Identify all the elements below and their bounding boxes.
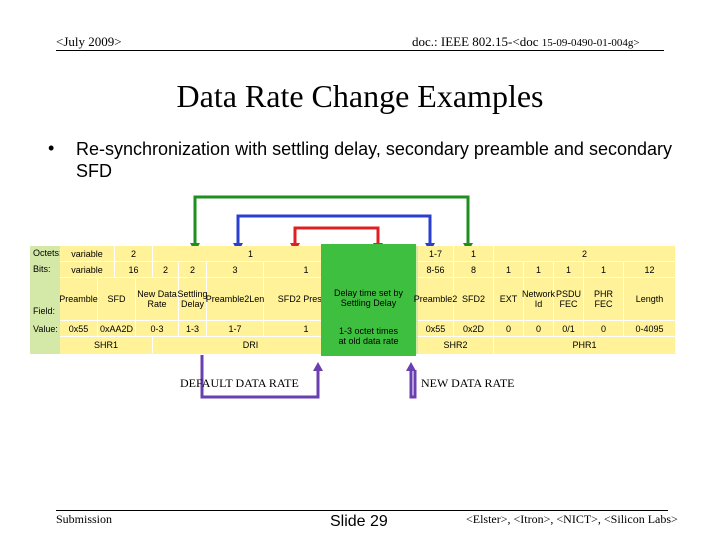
row-label-value: Value: bbox=[33, 324, 58, 334]
bits-cell: 8-56 bbox=[418, 262, 454, 277]
left-field-block: variable 2 1 variable 16 2 2 3 1 Preambl… bbox=[59, 246, 349, 354]
arrow-purple-left bbox=[313, 362, 323, 371]
value-cell: 0 bbox=[494, 321, 524, 336]
value-cell: 0-3 bbox=[136, 321, 179, 336]
value-cell: 0x55 bbox=[418, 321, 454, 336]
settling-delay-block: Delay time set by Settling Delay 1-3 oct… bbox=[321, 244, 416, 356]
group-cell-phr1: PHR1 bbox=[494, 337, 676, 353]
bits-cell: 2 bbox=[179, 262, 207, 277]
header-doc-prefix: doc.: IEEE 802.15-<doc bbox=[412, 34, 542, 49]
bits-cell: 3 bbox=[207, 262, 264, 277]
field-cell: PHR FEC bbox=[584, 278, 624, 320]
header-doc-number: 15-09-0490-01-004g> bbox=[541, 37, 640, 49]
header-doc-id: doc.: IEEE 802.15-<doc 15-09-0490-01-004… bbox=[412, 34, 640, 50]
field-cell: SFD2 bbox=[454, 278, 494, 320]
value-cell: 0x2D bbox=[454, 321, 494, 336]
bits-cell: 1 bbox=[554, 262, 584, 277]
value-cell: 0 bbox=[584, 321, 624, 336]
bullet-text: Re-synchronization with settling delay, … bbox=[76, 139, 672, 181]
bits-cell: 1 bbox=[524, 262, 554, 277]
value-cell: 1-3 bbox=[179, 321, 207, 336]
bits-cell: 1 bbox=[584, 262, 624, 277]
octets-cell: 1 bbox=[153, 246, 349, 261]
field-cell: New Data Rate bbox=[136, 278, 179, 320]
group-cell-shr1: SHR1 bbox=[60, 337, 153, 353]
group-cell-dri: DRI bbox=[153, 337, 349, 353]
value-cell: 0/1 bbox=[554, 321, 584, 336]
purple-bracket-left bbox=[200, 355, 320, 399]
value-cell: 0-4095 bbox=[624, 321, 676, 336]
row-label-field: Field: bbox=[33, 306, 56, 316]
header-date: <July 2009> bbox=[56, 34, 122, 49]
field-cell: Settling Delay bbox=[177, 278, 208, 320]
right-field-block: 1-7 1 2 8-56 8 1 1 1 1 12 Preamble2 SFD2… bbox=[414, 246, 676, 354]
footer-submission: Submission bbox=[56, 512, 113, 526]
header-rule bbox=[56, 50, 664, 51]
bits-cell: 8 bbox=[454, 262, 494, 277]
value-cell: 1-7 bbox=[207, 321, 264, 336]
octets-cell: 2 bbox=[494, 246, 676, 261]
field-cell: Preamble2 bbox=[414, 278, 457, 320]
arrow-purple-right bbox=[406, 362, 416, 371]
value-cell: 0 bbox=[524, 321, 554, 336]
blue-connector bbox=[236, 214, 432, 245]
octets-cell: 1-7 bbox=[418, 246, 454, 261]
purple-bracket-right bbox=[409, 370, 417, 399]
settling-delay-value: 1-3 octet times at old data rate bbox=[338, 326, 399, 346]
new-data-rate-caption: NEW DATA RATE bbox=[421, 376, 515, 390]
octets-cell: 1 bbox=[454, 246, 494, 261]
value-cell: 0xAA2D bbox=[98, 321, 136, 336]
group-cell-shr2: SHR2 bbox=[418, 337, 494, 353]
bullet-marker: • bbox=[48, 138, 55, 158]
field-cell: Length bbox=[624, 278, 676, 320]
slide-title: Data Rate Change Examples bbox=[176, 78, 544, 114]
octets-cell: variable bbox=[60, 246, 115, 261]
settling-delay-field: Delay time set by Settling Delay bbox=[333, 288, 404, 308]
field-cell: Network Id bbox=[522, 278, 555, 320]
field-cell: Preamble bbox=[59, 278, 98, 320]
bits-cell: 1 bbox=[494, 262, 524, 277]
field-cell: Preamble2Len bbox=[206, 278, 264, 320]
bits-cell: variable bbox=[60, 262, 115, 277]
field-cell: EXT bbox=[494, 278, 524, 320]
default-data-rate-caption: DEFAULT DATA RATE bbox=[180, 376, 299, 390]
octets-cell: 2 bbox=[115, 246, 153, 261]
field-cell: PSDU FEC bbox=[554, 278, 584, 320]
value-cell: 0x55 bbox=[60, 321, 98, 336]
green-connector bbox=[193, 195, 470, 245]
slide-number: Slide 29 bbox=[330, 513, 388, 530]
footer-authors: <Elster>, <Itron>, <NICT>, <Silicon Labs… bbox=[466, 512, 678, 526]
field-cell: SFD bbox=[98, 278, 136, 320]
frame-format-table: Octets: Bits: Field: Value: variable 2 1… bbox=[30, 244, 676, 356]
bits-cell: 16 bbox=[115, 262, 153, 277]
red-connector bbox=[293, 226, 380, 245]
footer-rule bbox=[56, 510, 668, 511]
bits-cell: 12 bbox=[624, 262, 676, 277]
row-label-octets: Octets: bbox=[33, 248, 62, 258]
row-label-bits: Bits: bbox=[33, 264, 51, 274]
bits-cell: 2 bbox=[153, 262, 179, 277]
